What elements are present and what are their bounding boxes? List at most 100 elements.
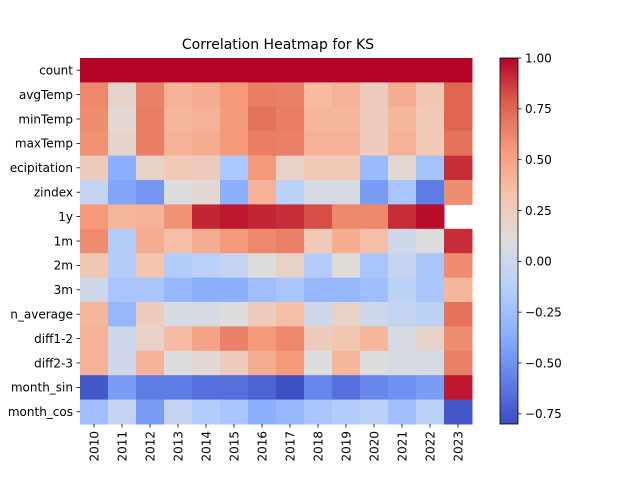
y-axis-ticks: count avgTemp minTemp maxTemp ecipitation zin… [8,64,80,419]
x-tick-label: 2015 [227,431,241,462]
heatmap-cell [108,253,137,279]
heatmap-cell [220,155,249,181]
heatmap-cell [220,326,249,352]
heatmap-cell [108,131,137,157]
heatmap-cell [164,82,193,108]
heatmap-cell [388,399,417,425]
heatmap-cell [444,155,473,181]
heatmap-cell [444,131,473,157]
heatmap-cell [80,302,109,327]
heatmap-cell [444,180,473,205]
heatmap-cell [332,131,361,157]
heatmap-cell [276,253,305,279]
heatmap-cell [360,253,389,279]
heatmap-cell [444,58,473,83]
heatmap-cell [136,155,165,181]
heatmap-cell [332,180,361,205]
x-tick-label: 2019 [339,431,353,462]
heatmap-cell [304,58,333,83]
heatmap-cell [388,302,417,327]
heatmap-cell [416,155,445,181]
heatmap-cell [248,326,277,352]
heatmap-cell [388,204,417,230]
heatmap-cell [192,302,221,327]
heatmap-cell [248,180,277,205]
heatmap-cell [164,253,193,279]
heatmap-cell [332,253,361,279]
heatmap-cell [248,253,277,279]
heatmap-cell [416,58,445,83]
heatmap-cell [108,228,137,254]
heatmap-cell [332,375,361,401]
heatmap-cell [444,253,473,279]
heatmap-cell [388,253,417,279]
y-tick-label: minTemp [18,112,73,126]
heatmap-cell [304,155,333,181]
heatmap-cell [416,180,445,205]
heatmap-cell [220,82,249,108]
heatmap-cell [416,82,445,108]
heatmap-cell [108,326,137,352]
colorbar-tick-label: 0.75 [525,102,552,116]
heatmap-cell [360,106,389,132]
heatmap-cell [416,204,445,230]
colorbar-tick-label: −0.50 [525,356,562,370]
heatmap-cell [304,204,333,230]
y-tick-label: avgTemp [19,88,73,102]
heatmap-cell [416,106,445,132]
heatmap-cell [220,277,249,303]
heatmap-cell [304,350,333,376]
heatmap-cell [416,350,445,376]
heatmap-cell [248,58,277,83]
heatmap-cell [80,375,109,401]
x-tick-label: 2020 [367,431,381,462]
heatmap-cell [80,326,109,352]
heatmap-cell [164,204,193,230]
heatmap-cell [248,375,277,401]
heatmap-cell [136,302,165,327]
heatmap-cell [304,106,333,132]
heatmap-cell [388,228,417,254]
heatmap-cell [164,277,193,303]
heatmap-cell [276,350,305,376]
heatmap-cell [416,131,445,157]
heatmap-cell [164,302,193,327]
heatmap-cell [136,399,165,425]
heatmap-cell [192,58,221,83]
heatmap-cell [444,106,473,132]
heatmap-cell [360,326,389,352]
heatmap-cell [80,155,109,181]
heatmap-cell [136,253,165,279]
heatmap-cell [220,228,249,254]
heatmap-cell [136,131,165,157]
heatmap-cell [248,204,277,230]
colorbar-tick-label: 0.50 [525,153,552,167]
y-tick-label: maxTemp [15,137,73,151]
heatmap-cell [388,106,417,132]
heatmap-cell [304,180,333,205]
heatmap-cell [220,375,249,401]
heatmap-cell [220,399,249,425]
heatmap-cell [136,350,165,376]
x-tick-label: 2010 [87,431,101,462]
heatmap-cell [304,131,333,157]
heatmap-cell [164,131,193,157]
heatmap-cell [388,155,417,181]
heatmap-cell [108,350,137,376]
heatmap-cell [444,375,473,401]
heatmap-cell [192,180,221,205]
heatmap-cell [416,302,445,327]
x-axis-ticks: 2010 2011 2012 2013 2014 2015 2016 2017 2018 2019… [87,424,465,462]
heatmap-cell [164,399,193,425]
y-tick-label: month_cos [8,405,73,419]
heatmap-cell [108,399,137,425]
heatmap-cell [276,228,305,254]
heatmap-cell [80,204,109,230]
colorbar-tick-label: −0.75 [525,407,562,421]
heatmap-cell [332,350,361,376]
heatmap-cell [360,350,389,376]
heatmap-cell [192,375,221,401]
heatmap-cell [360,204,389,230]
heatmap-cell [304,302,333,327]
heatmap-cell [416,375,445,401]
